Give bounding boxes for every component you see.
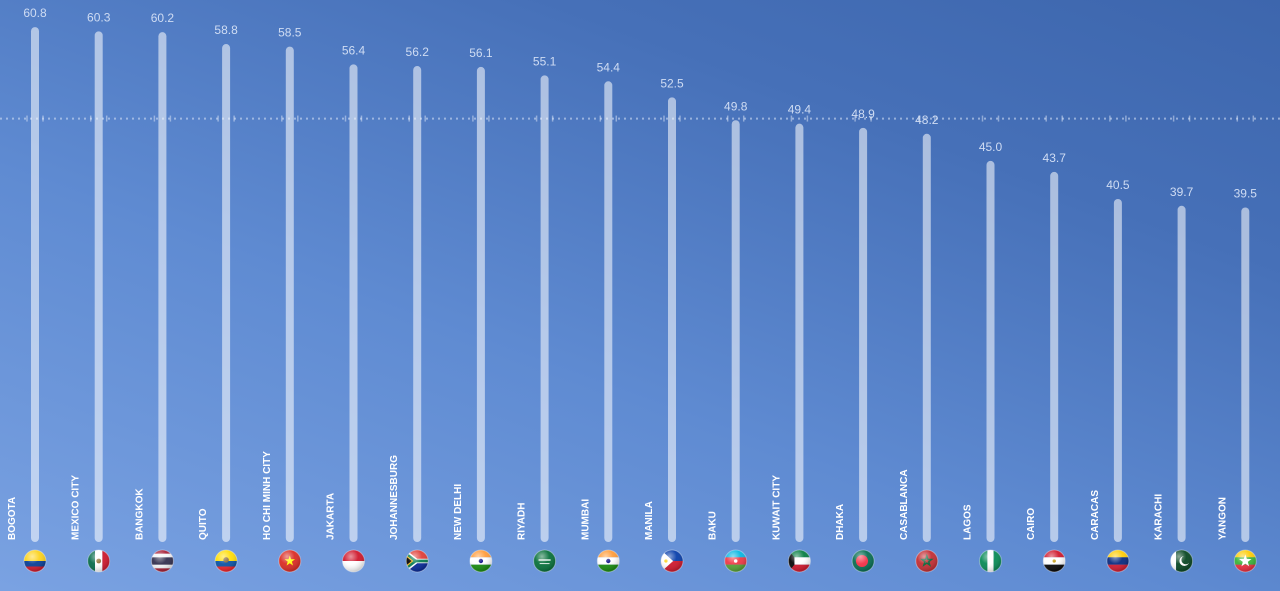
bar-johannesburg — [413, 66, 422, 543]
value-label-karachi: 39.7 — [1170, 185, 1194, 199]
city-label-mumbai: MUMBAI — [580, 499, 591, 540]
value-label-manila: 52.5 — [660, 76, 684, 90]
city-label-mexico-city: MEXICO CITY — [71, 475, 82, 540]
value-label-mexico-city: 60.3 — [87, 10, 111, 24]
bar-lagos — [986, 160, 995, 542]
kuwait-flag-icon — [787, 549, 811, 573]
bar-kuwait-city — [795, 123, 804, 543]
city-label-quito: QUITO — [198, 508, 209, 540]
flag-layer — [23, 549, 1257, 573]
value-label-bogota: 60.8 — [23, 6, 47, 20]
city-label-jakarta: JAKARTA — [326, 493, 337, 540]
bangladesh-flag-icon — [851, 549, 875, 573]
city-label-bogota: BOGOTA — [7, 497, 18, 540]
city-label-dhaka: DHAKA — [835, 504, 846, 540]
value-label-lagos: 45.0 — [979, 140, 1003, 154]
bar-manila — [668, 97, 676, 542]
bar-riyadh — [540, 75, 549, 542]
value-label-new-delhi: 56.1 — [469, 46, 493, 60]
city-label-yangon: YANGON — [1217, 497, 1228, 540]
bar-quito — [222, 44, 231, 542]
bar-mumbai — [604, 81, 613, 543]
bar-yangon — [1241, 207, 1250, 542]
city-label-ho-chi-minh-city: HO CHI MINH CITY — [262, 451, 273, 540]
value-label-kuwait-city: 49.4 — [788, 103, 812, 117]
city-label-casablanca: CASABLANCA — [899, 469, 910, 540]
city-label-johannesburg: JOHANNESBURG — [389, 455, 400, 540]
city-label-kuwait-city: KUWAIT CITY — [771, 475, 782, 540]
city-label-cairo: CAIRO — [1026, 508, 1037, 540]
value-label-dhaka: 48.9 — [851, 107, 875, 121]
saudi-arabia-flag-icon — [533, 549, 557, 573]
bar-baku — [731, 120, 740, 542]
india-flag-icon — [469, 549, 493, 573]
value-label-bangkok: 60.2 — [151, 11, 175, 25]
value-label-ho-chi-minh-city: 58.5 — [278, 26, 302, 40]
ecuador-flag-icon — [214, 549, 238, 573]
azerbaijan-flag-icon — [724, 549, 748, 573]
bar-mexico-city — [94, 31, 103, 542]
value-label-jakarta: 56.4 — [342, 43, 366, 57]
bar-jakarta — [349, 64, 358, 543]
bar-bogota — [31, 27, 39, 543]
city-label-bangkok: BANGKOK — [134, 488, 145, 540]
city-label-baku: BAKU — [708, 511, 719, 540]
colombia-flag-icon — [23, 549, 47, 573]
bar-karachi — [1177, 205, 1186, 542]
city-label-manila: MANILA — [644, 501, 655, 540]
venezuela-flag-icon — [1106, 549, 1130, 573]
bar-layer — [31, 27, 1250, 543]
india-flag-icon — [596, 549, 620, 573]
mexico-flag-icon — [87, 549, 111, 573]
value-label-caracas: 40.5 — [1106, 178, 1130, 192]
morocco-flag-icon — [915, 549, 939, 573]
reference-line-layer — [0, 115, 1280, 122]
city-label-new-delhi: NEW DELHI — [453, 484, 464, 540]
label-layer: 60.8 BOGOTA 60.3 MEXICO CITY 60.2 BANGKOK 58.8… — [7, 6, 1257, 540]
nigeria-flag-icon — [979, 549, 1002, 573]
city-label-caracas: CARACAS — [1090, 490, 1101, 540]
bar-dhaka — [859, 127, 868, 543]
vietnam-flag-icon — [278, 549, 302, 573]
value-label-yangon: 39.5 — [1234, 186, 1258, 200]
city-label-riyadh: RIYADH — [517, 503, 528, 540]
bar-new-delhi — [476, 66, 485, 542]
value-label-baku: 49.8 — [724, 99, 748, 113]
indonesia-flag-icon — [342, 549, 365, 573]
value-label-casablanca: 48.2 — [915, 113, 939, 127]
bar-bangkok — [158, 32, 167, 543]
value-label-quito: 58.8 — [214, 23, 238, 37]
philippines-flag-icon — [660, 549, 684, 573]
value-label-riyadh: 55.1 — [533, 54, 557, 68]
bar-ho-chi-minh-city — [285, 46, 294, 542]
city-label-lagos: LAGOS — [963, 504, 974, 540]
south-africa-flag-icon — [405, 549, 429, 573]
myanmar-flag-icon — [1233, 549, 1257, 573]
value-label-cairo: 43.7 — [1043, 151, 1067, 165]
value-label-johannesburg: 56.2 — [406, 45, 430, 59]
bar-casablanca — [922, 133, 931, 542]
bar-cairo — [1050, 171, 1059, 542]
bar-caracas — [1113, 199, 1122, 542]
egypt-flag-icon — [1042, 549, 1066, 573]
city-label-karachi: KARACHI — [1154, 494, 1165, 540]
value-label-mumbai: 54.4 — [597, 60, 621, 74]
pakistan-flag-icon — [1170, 549, 1194, 573]
thailand-flag-icon — [150, 549, 174, 573]
